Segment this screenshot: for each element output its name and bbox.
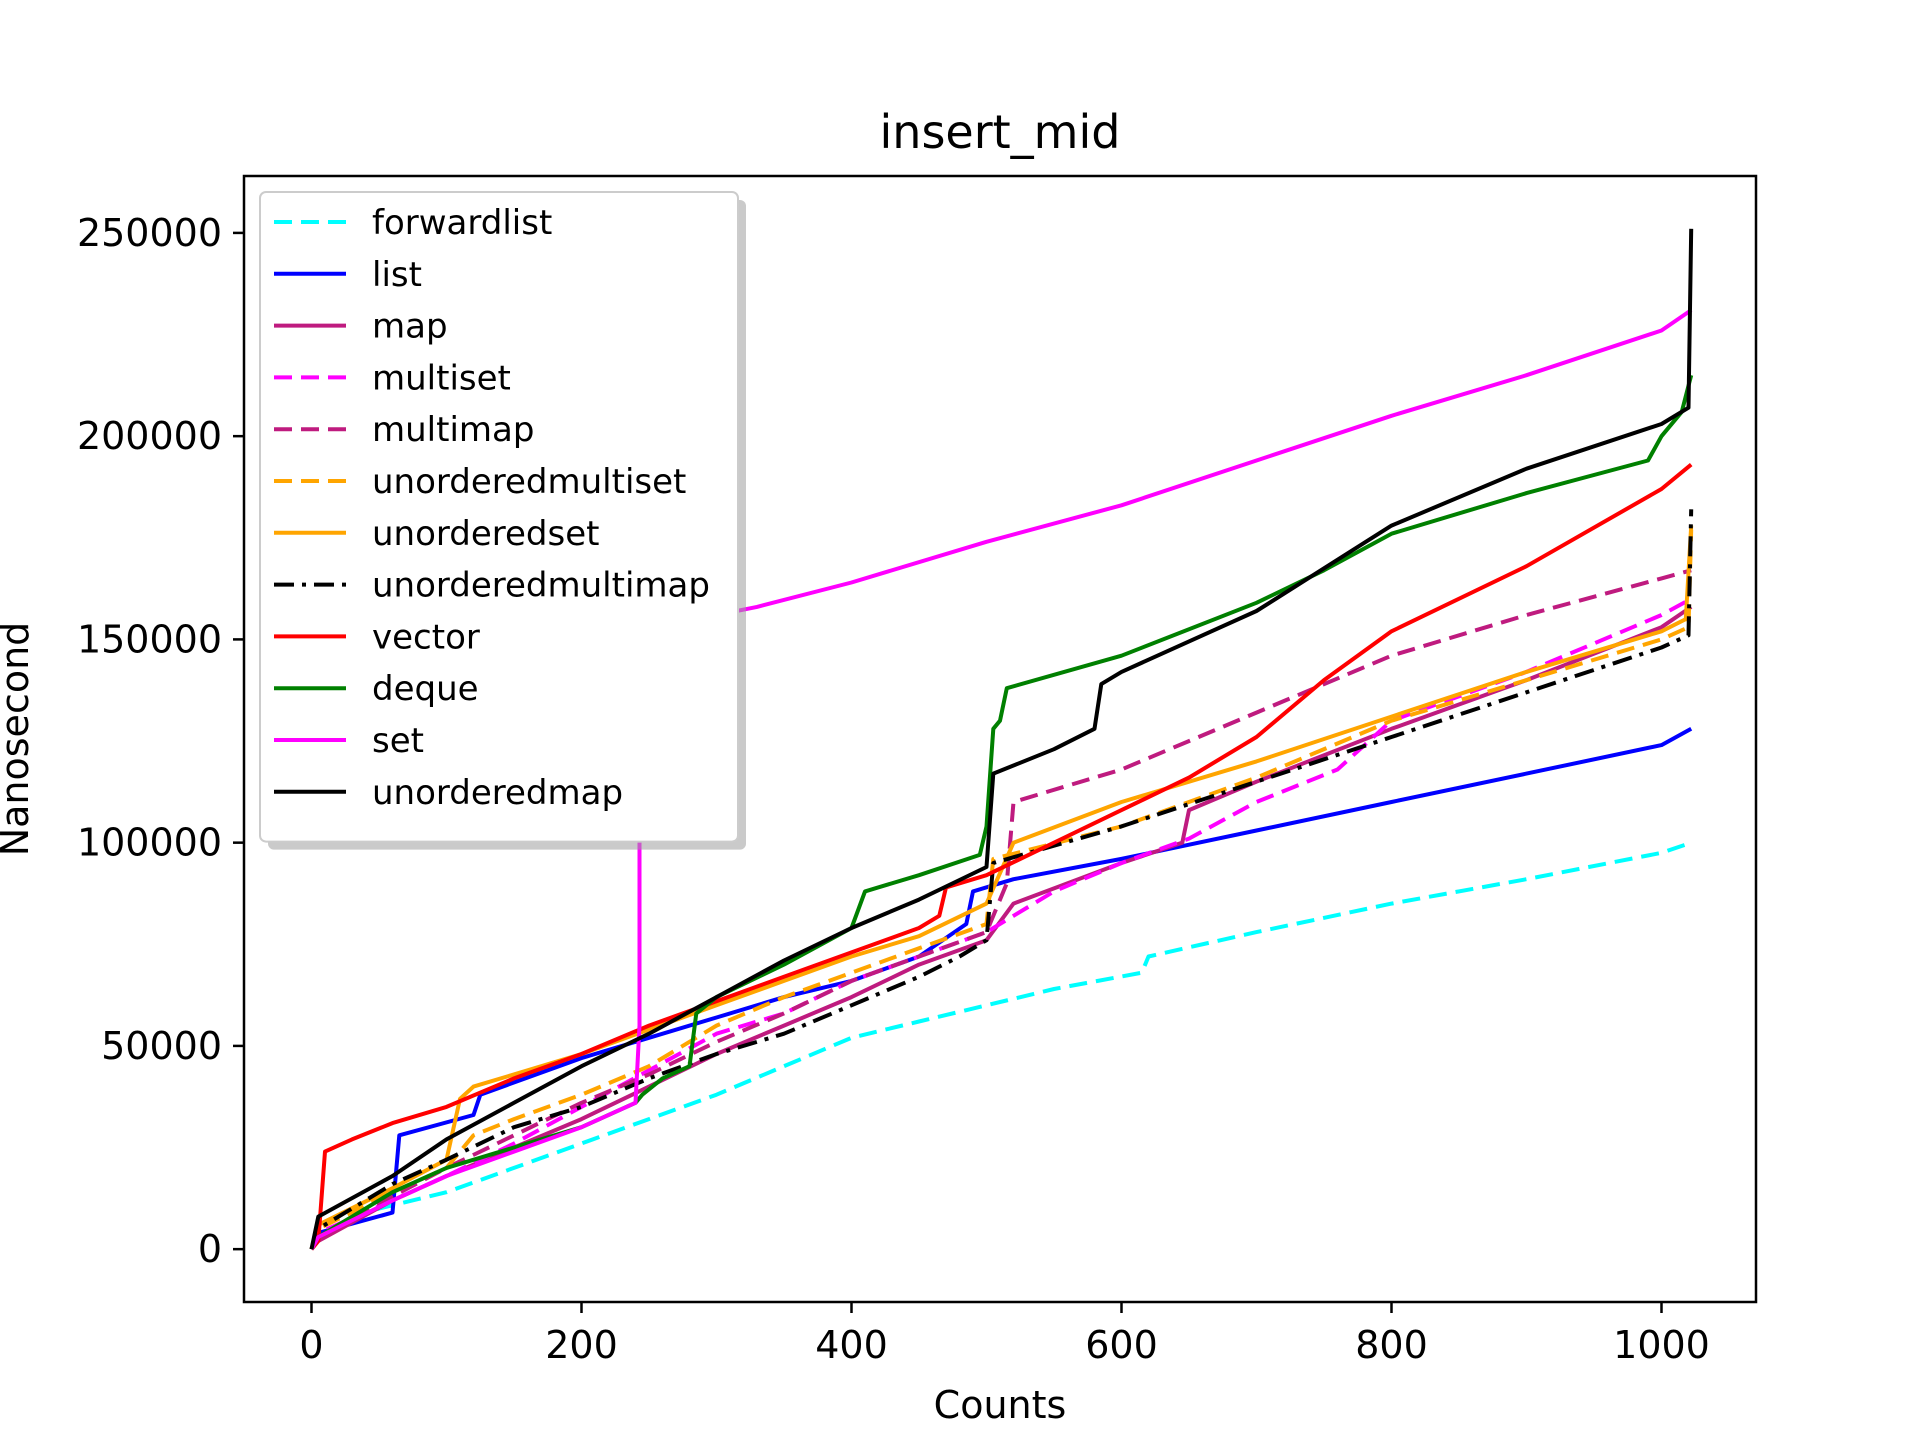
legend-label: map [372,307,448,347]
y-axis-label: Nanosecond [0,622,37,857]
series-line-unorderedset [309,525,1694,1250]
legend-label: multiset [372,358,511,398]
legend-label: forwardlist [372,203,552,243]
series-line-forwardlist [309,840,1692,1250]
legend-label: unorderedset [372,514,599,554]
x-tick-label: 200 [545,1323,618,1367]
legend-label: unorderedmultiset [372,462,686,502]
x-tick-label: 1000 [1613,1323,1710,1367]
chart-title: insert_mid [880,105,1121,159]
x-tick-label: 600 [1085,1323,1158,1367]
legend-label: list [372,255,422,295]
y-tick-label: 200000 [77,414,222,458]
series-line-unorderedmap [309,228,1694,1250]
y-tick-label: 150000 [77,617,222,661]
legend-label: deque [372,669,479,709]
x-tick-label: 400 [815,1323,888,1367]
y-tick-label: 100000 [77,821,222,865]
y-tick-label: 50000 [101,1024,222,1068]
legend-label: multimap [372,410,534,450]
x-tick-label: 0 [299,1323,323,1367]
legend: forwardlist list map multiset multimap unorde… [259,191,746,850]
x-tick-label: 800 [1355,1323,1428,1367]
y-tick-label: 250000 [77,211,222,255]
y-axis: 0 50000 100000 150000 200000 250000 [77,211,244,1271]
legend-label: set [372,721,424,761]
series-line-vector [309,463,1693,1251]
legend-label: unorderedmultimap [372,566,710,606]
x-axis-label: Counts [934,1383,1067,1427]
legend-label: vector [372,617,480,657]
y-tick-label: 0 [198,1227,222,1271]
plot-frame [242,174,1758,1304]
x-axis: 0 200 400 600 800 1000 [299,1302,1710,1367]
legend-label: unorderedmap [372,773,623,813]
legend-box [259,191,739,843]
